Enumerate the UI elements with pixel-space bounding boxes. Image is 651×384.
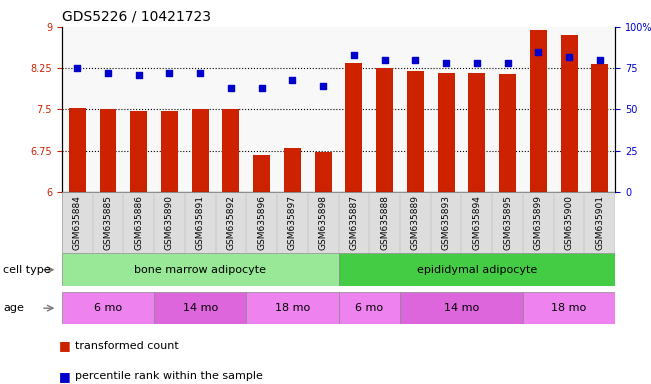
- Text: GSM635887: GSM635887: [350, 195, 359, 250]
- Text: GSM635893: GSM635893: [441, 195, 450, 250]
- Text: ■: ■: [59, 370, 70, 383]
- Point: [103, 70, 113, 76]
- Point: [195, 70, 205, 76]
- Point: [133, 72, 144, 78]
- Bar: [561, 35, 577, 192]
- Text: age: age: [3, 303, 24, 313]
- Bar: [62, 192, 615, 253]
- Text: GSM635891: GSM635891: [196, 195, 204, 250]
- Point: [410, 57, 421, 63]
- Text: GSM635886: GSM635886: [134, 195, 143, 250]
- Point: [72, 65, 83, 71]
- Text: 6 mo: 6 mo: [94, 303, 122, 313]
- Bar: [437, 73, 454, 192]
- Point: [533, 49, 544, 55]
- Text: GSM635894: GSM635894: [473, 195, 481, 250]
- Text: GSM635890: GSM635890: [165, 195, 174, 250]
- Text: GSM635895: GSM635895: [503, 195, 512, 250]
- Bar: [499, 74, 516, 192]
- Bar: [253, 155, 270, 192]
- Point: [380, 57, 390, 63]
- Bar: [192, 109, 208, 192]
- Bar: [407, 71, 424, 192]
- Bar: [314, 152, 331, 192]
- Text: 18 mo: 18 mo: [275, 303, 310, 313]
- Text: GDS5226 / 10421723: GDS5226 / 10421723: [62, 9, 211, 23]
- Point: [503, 60, 513, 66]
- Text: GSM635888: GSM635888: [380, 195, 389, 250]
- Text: 6 mo: 6 mo: [355, 303, 383, 313]
- Bar: [223, 109, 240, 192]
- Text: 14 mo: 14 mo: [444, 303, 479, 313]
- Bar: [346, 63, 363, 192]
- Bar: [100, 109, 117, 192]
- Text: 18 mo: 18 mo: [551, 303, 587, 313]
- Bar: [154, 292, 246, 324]
- Point: [164, 70, 174, 76]
- Point: [318, 83, 328, 89]
- Text: GSM635900: GSM635900: [564, 195, 574, 250]
- Text: GSM635884: GSM635884: [73, 195, 82, 250]
- Point: [256, 85, 267, 91]
- Text: percentile rank within the sample: percentile rank within the sample: [75, 371, 263, 381]
- Bar: [339, 292, 400, 324]
- Point: [594, 57, 605, 63]
- Point: [564, 53, 574, 60]
- Text: cell type: cell type: [3, 265, 51, 275]
- Text: 14 mo: 14 mo: [182, 303, 218, 313]
- Bar: [523, 292, 615, 324]
- Text: transformed count: transformed count: [75, 341, 178, 351]
- Text: GSM635901: GSM635901: [595, 195, 604, 250]
- Bar: [62, 253, 339, 286]
- Text: bone marrow adipocyte: bone marrow adipocyte: [134, 265, 266, 275]
- Point: [441, 60, 451, 66]
- Text: GSM635889: GSM635889: [411, 195, 420, 250]
- Bar: [530, 30, 547, 192]
- Bar: [400, 292, 523, 324]
- Text: GSM635897: GSM635897: [288, 195, 297, 250]
- Bar: [130, 111, 147, 192]
- Point: [287, 77, 298, 83]
- Bar: [161, 111, 178, 192]
- Text: GSM635899: GSM635899: [534, 195, 543, 250]
- Text: GSM635896: GSM635896: [257, 195, 266, 250]
- Point: [226, 85, 236, 91]
- Bar: [376, 68, 393, 192]
- Bar: [246, 292, 339, 324]
- Text: GSM635898: GSM635898: [318, 195, 327, 250]
- Text: epididymal adipocyte: epididymal adipocyte: [417, 265, 537, 275]
- Bar: [591, 64, 608, 192]
- Point: [349, 52, 359, 58]
- Bar: [469, 73, 485, 192]
- Text: GSM635885: GSM635885: [104, 195, 113, 250]
- Bar: [284, 148, 301, 192]
- Point: [471, 60, 482, 66]
- Bar: [69, 108, 86, 192]
- Bar: [339, 253, 615, 286]
- Text: ■: ■: [59, 339, 70, 352]
- Text: GSM635892: GSM635892: [227, 195, 236, 250]
- Bar: [62, 292, 154, 324]
